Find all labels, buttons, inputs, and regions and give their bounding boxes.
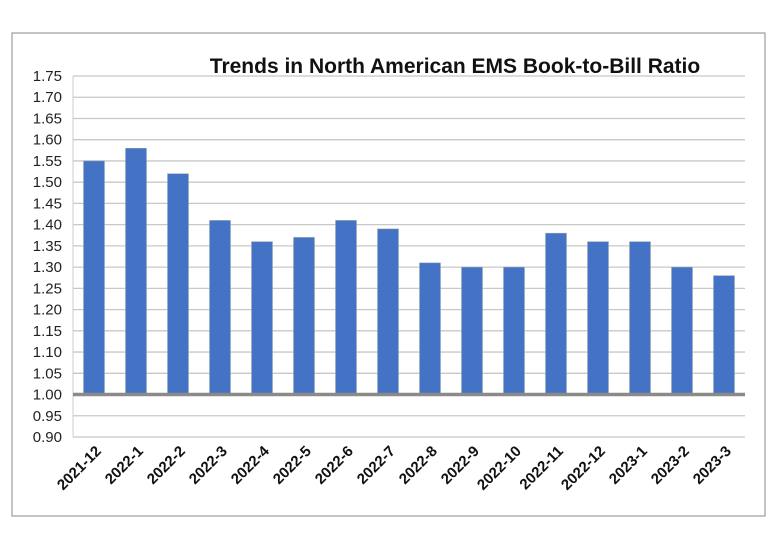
y-tick-label: 1.05 xyxy=(33,365,62,382)
bar-2023-3 xyxy=(713,275,735,395)
y-tick-label: 1.25 xyxy=(33,280,62,297)
bar-2022-3 xyxy=(209,220,231,395)
y-tick-label: 1.65 xyxy=(33,110,62,127)
y-tick-label: 1.30 xyxy=(33,259,62,276)
bar-2022-12 xyxy=(587,241,609,395)
y-tick-label: 1.20 xyxy=(33,302,62,319)
bar-2022-7 xyxy=(377,228,399,395)
y-tick-label: 1.15 xyxy=(33,323,62,340)
bar-2021-12 xyxy=(83,160,105,395)
y-tick-label: 1.35 xyxy=(33,238,62,255)
chart-title: Trends in North American EMS Book-to-Bil… xyxy=(210,55,700,78)
bar-2022-1 xyxy=(125,147,147,395)
y-tick-label: 1.40 xyxy=(33,217,62,234)
y-tick-label: 0.90 xyxy=(33,429,62,446)
y-tick-label: 1.55 xyxy=(33,153,62,170)
y-tick-label: 1.60 xyxy=(33,132,62,149)
bar-2022-10 xyxy=(503,266,525,395)
y-tick-label: 1.45 xyxy=(33,195,62,212)
bar-2022-8 xyxy=(419,262,441,395)
y-tick-label: 1.70 xyxy=(33,89,62,106)
y-tick-label: 1.00 xyxy=(33,387,62,404)
bar-2022-4 xyxy=(251,241,273,395)
y-tick-label: 1.10 xyxy=(33,344,62,361)
y-tick-label: 1.75 xyxy=(33,68,62,85)
y-tick-label: 1.50 xyxy=(33,174,62,191)
bar-2022-11 xyxy=(545,232,567,395)
bar-2023-1 xyxy=(629,241,651,395)
bar-2022-9 xyxy=(461,266,483,395)
y-tick-label: 0.95 xyxy=(33,408,62,425)
bar-2022-2 xyxy=(167,173,189,395)
bar-2023-2 xyxy=(671,266,693,395)
bar-2022-6 xyxy=(335,220,357,395)
bar-2022-5 xyxy=(293,237,315,395)
